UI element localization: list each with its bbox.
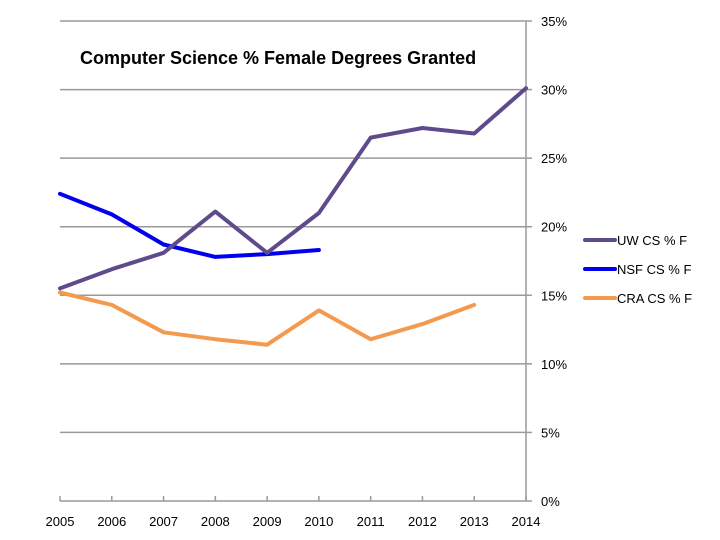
- y-tick-label: 10%: [541, 357, 567, 372]
- x-tick-label: 2009: [253, 514, 282, 529]
- series-line-cra-cs-f: [58, 290, 477, 347]
- x-tick-label: 2008: [201, 514, 230, 529]
- x-axis-tick-labels: 2005 2006 2007 2008 2009 2010 2011 2012 2013 2014: [46, 514, 541, 529]
- y-tick-label: 35%: [541, 14, 567, 29]
- series-line-nsf-cs-f: [58, 191, 321, 259]
- y-axis-tick-labels: 0% 5% 10% 15% 20% 25% 30% 35%: [541, 14, 567, 509]
- x-tick-label: 2014: [512, 514, 541, 529]
- legend: UW CS % F NSF CS % F CRA CS % F: [583, 233, 692, 306]
- legend-label-uw-cs-f: UW CS % F: [617, 233, 687, 248]
- x-tick-label: 2005: [46, 514, 75, 529]
- series-line-uw-cs-f: [58, 86, 528, 291]
- y-tick-label: 25%: [541, 151, 567, 166]
- y-tick-label: 30%: [541, 83, 567, 98]
- x-tick-label: 2007: [149, 514, 178, 529]
- y-tick-label: 0%: [541, 494, 560, 509]
- legend-label-cra-cs-f: CRA CS % F: [617, 291, 692, 306]
- y-tick-label: 5%: [541, 425, 560, 440]
- axes: [59, 20, 532, 502]
- x-tick-label: 2010: [304, 514, 333, 529]
- series-lines: [58, 86, 528, 347]
- chart-title: Computer Science % Female Degrees Grante…: [80, 48, 476, 68]
- x-tick-label: 2006: [97, 514, 126, 529]
- x-tick-label: 2013: [460, 514, 489, 529]
- legend-label-nsf-cs-f: NSF CS % F: [617, 262, 691, 277]
- x-tick-label: 2012: [408, 514, 437, 529]
- y-tick-label: 15%: [541, 288, 567, 303]
- y-tick-label: 20%: [541, 220, 567, 235]
- gridlines: [60, 20, 526, 434]
- x-tick-label: 2011: [357, 514, 385, 529]
